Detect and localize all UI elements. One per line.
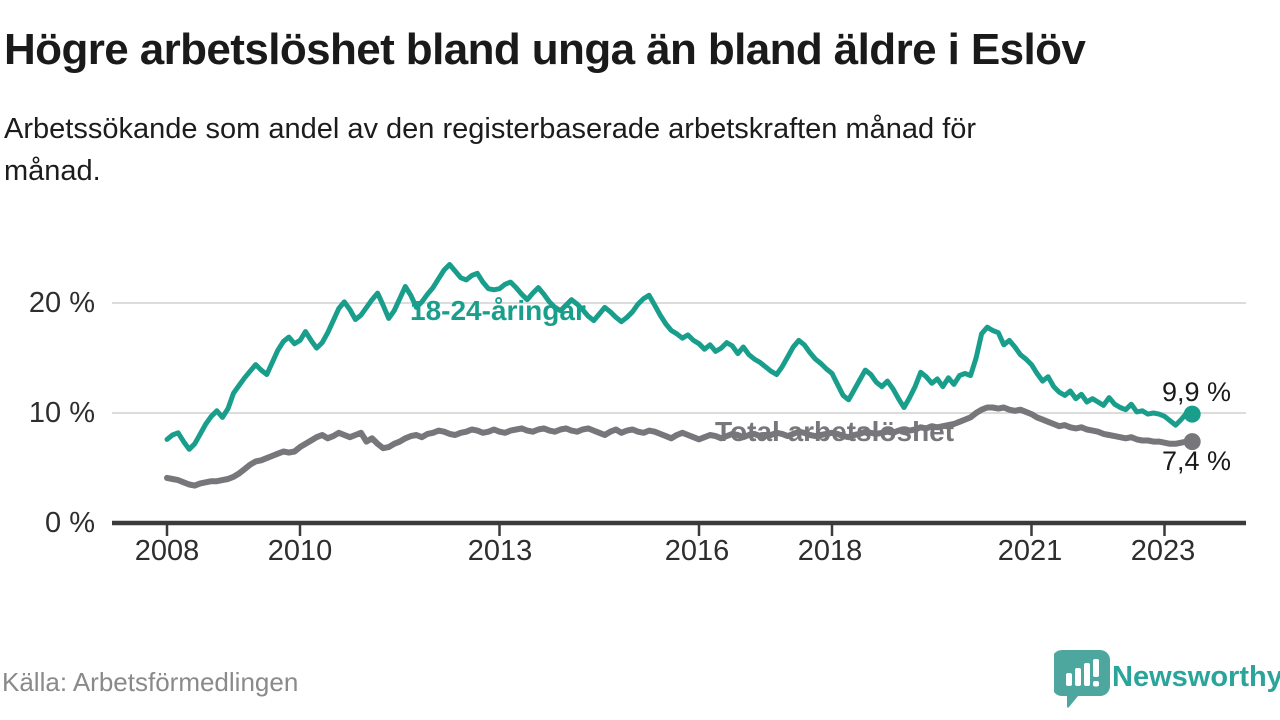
series-label-18-24: 18-24-åringar xyxy=(410,295,586,326)
x-axis-tick-2013: 2013 xyxy=(467,535,533,567)
x-axis-tick-2010: 2010 xyxy=(267,535,333,567)
x-axis-tick-2023: 2023 xyxy=(1130,535,1196,567)
y-axis-tick-0: 0 % xyxy=(45,507,95,539)
end-value-label-18-24: 9,9 % xyxy=(1162,377,1232,407)
series-end-dot-18-24-åringar xyxy=(1183,405,1201,423)
series-line-18-24-åringar xyxy=(164,262,1195,452)
x-axis-tick-2021: 2021 xyxy=(997,535,1063,567)
x-axis-tick-2018: 2018 xyxy=(797,535,863,567)
newsworthy-logo-icon xyxy=(1054,650,1110,708)
source-attribution: Källa: Arbetsförmedlingen xyxy=(2,667,299,697)
series-label-total: Total arbetslöshet xyxy=(715,416,955,447)
y-axis-tick-10: 10 % xyxy=(28,397,95,429)
x-axis-tick-2016: 2016 xyxy=(664,535,730,567)
x-axis-tick-2008: 2008 xyxy=(134,535,200,567)
page-title: Högre arbetslöshet bland unga än bland ä… xyxy=(4,25,1086,74)
series-line-Total arbetslöshet xyxy=(164,404,1196,489)
series-end-dot-Total arbetslöshet xyxy=(1183,433,1201,451)
logo-bar-chart-glyph xyxy=(1066,659,1099,687)
y-axis-tick-20: 20 % xyxy=(28,287,95,319)
chart-subtitle-line-1: Arbetssökande som andel av den registerb… xyxy=(4,113,977,145)
end-value-label-total: 7,4 % xyxy=(1162,446,1232,476)
chart-subtitle-line-2: månad. xyxy=(4,155,101,187)
logo-bubble-shape xyxy=(1054,650,1110,708)
newsworthy-logo-text: Newsworthy xyxy=(1112,661,1280,693)
